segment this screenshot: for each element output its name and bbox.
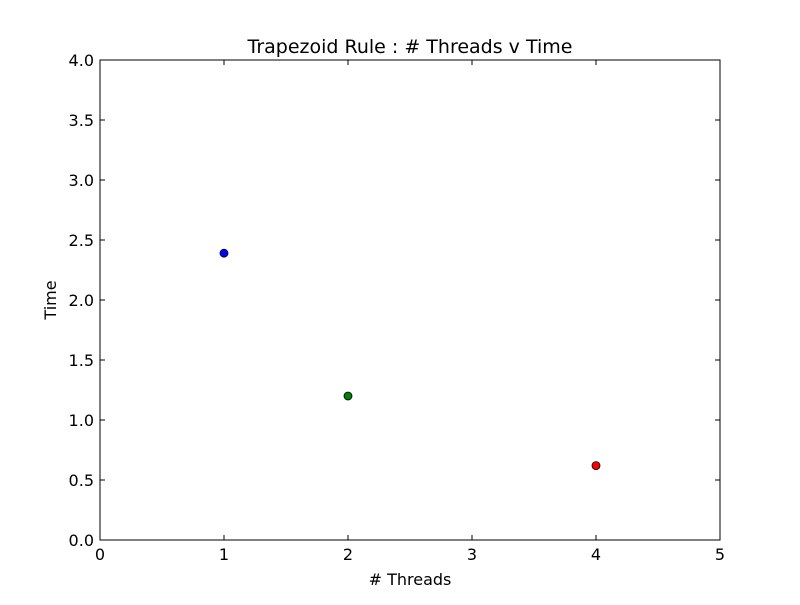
points-layer [219, 248, 601, 471]
data-point [219, 248, 229, 258]
y-tick-label: 3.0 [69, 171, 94, 190]
y-tick-label: 1.0 [69, 411, 94, 430]
data-point [343, 391, 353, 401]
chart-title: Trapezoid Rule : # Threads v Time [247, 36, 573, 58]
x-tick-label: 5 [715, 545, 725, 564]
x-tick-label: 2 [343, 545, 353, 564]
y-tick-label: 2.5 [69, 231, 94, 250]
x-tick-label: 1 [219, 545, 229, 564]
y-tick-label: 2.0 [69, 291, 94, 310]
y-tick-label: 4.0 [69, 51, 94, 70]
y-axis-label: Time [41, 280, 60, 320]
x-axis-label: # Threads [369, 570, 452, 589]
plot-frame [99, 59, 721, 541]
y-tick-label: 1.5 [69, 351, 94, 370]
x-tick-label: 0 [95, 545, 105, 564]
x-tick-label: 4 [591, 545, 601, 564]
y-tick-label: 0.5 [69, 471, 94, 490]
x-tick-label: 3 [467, 545, 477, 564]
ticks-layer: 0 1 2 3 4 5 0.0 0.5 1.0 1.5 2.0 2.5 3.0 3.5 4.0 [69, 51, 726, 564]
y-tick-label: 3.5 [69, 111, 94, 130]
data-point [591, 461, 601, 471]
y-tick-label: 0.0 [69, 531, 94, 550]
plot-area [100, 60, 720, 540]
